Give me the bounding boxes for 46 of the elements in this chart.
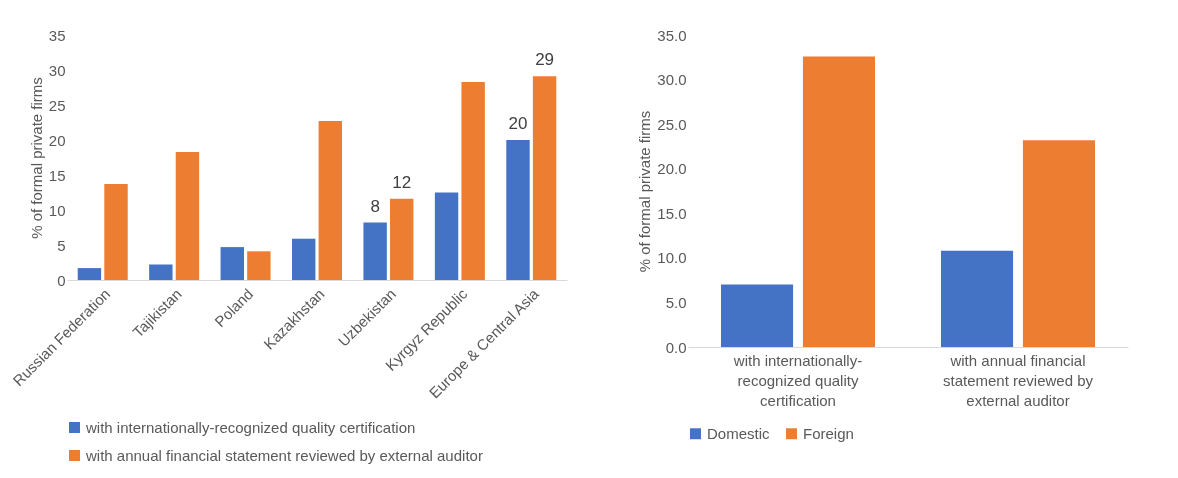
y-tick-label: 15.0 — [657, 204, 687, 222]
bar — [802, 56, 875, 347]
y-tick-label: 10 — [48, 201, 66, 219]
y-tick-label: 10.0 — [657, 249, 687, 267]
y-tick-label: 35.0 — [657, 26, 687, 44]
y-tick-label: 20.0 — [657, 160, 687, 178]
y-axis-title: % of formal private firms — [636, 110, 654, 273]
bar — [390, 198, 414, 280]
bar — [220, 247, 244, 280]
data-label: 8 — [370, 196, 380, 216]
x-tick-label: with internationally-recognized quality certification — [732, 351, 863, 409]
x-tick-label: with annual financial statement reviewed by external auditor — [942, 351, 1094, 409]
bar — [506, 140, 530, 280]
y-tick-label: 5.0 — [665, 293, 687, 311]
bar — [363, 222, 387, 280]
bar — [247, 251, 271, 280]
y-tick-label: 20 — [48, 131, 66, 149]
legend-label: Foreign — [803, 424, 854, 442]
bar — [104, 184, 128, 280]
legend-label: with annual financial statement reviewed by external auditor — [85, 446, 483, 464]
y-tick-label: 5 — [57, 236, 66, 254]
y-tick-label: 30 — [48, 61, 66, 79]
bar — [941, 250, 1014, 347]
bar — [77, 268, 102, 280]
bar — [292, 238, 316, 280]
data-label: 12 — [392, 172, 412, 192]
bar — [175, 151, 200, 280]
data-label: 29 — [535, 50, 555, 70]
bar — [149, 264, 173, 280]
bar — [1022, 140, 1095, 347]
bar — [434, 192, 459, 280]
y-axis-title: % of formal private firms — [27, 77, 45, 239]
y-tick-label: 0 — [57, 271, 66, 289]
y-tick-label: 25 — [48, 96, 66, 114]
legend-label: Domestic — [707, 424, 771, 442]
bar — [318, 121, 342, 280]
legend-label: with internationally-recognized quality certification — [85, 418, 416, 436]
y-tick-label: 25.0 — [657, 115, 687, 133]
data-label: 20 — [508, 114, 528, 133]
y-tick-label: 15 — [48, 166, 66, 184]
y-tick-label: 0.0 — [665, 338, 687, 356]
y-tick-label: 35 — [48, 26, 66, 44]
y-tick-label: 30.0 — [657, 71, 687, 89]
bar — [532, 76, 557, 280]
bar — [721, 284, 794, 347]
bar — [461, 81, 485, 280]
